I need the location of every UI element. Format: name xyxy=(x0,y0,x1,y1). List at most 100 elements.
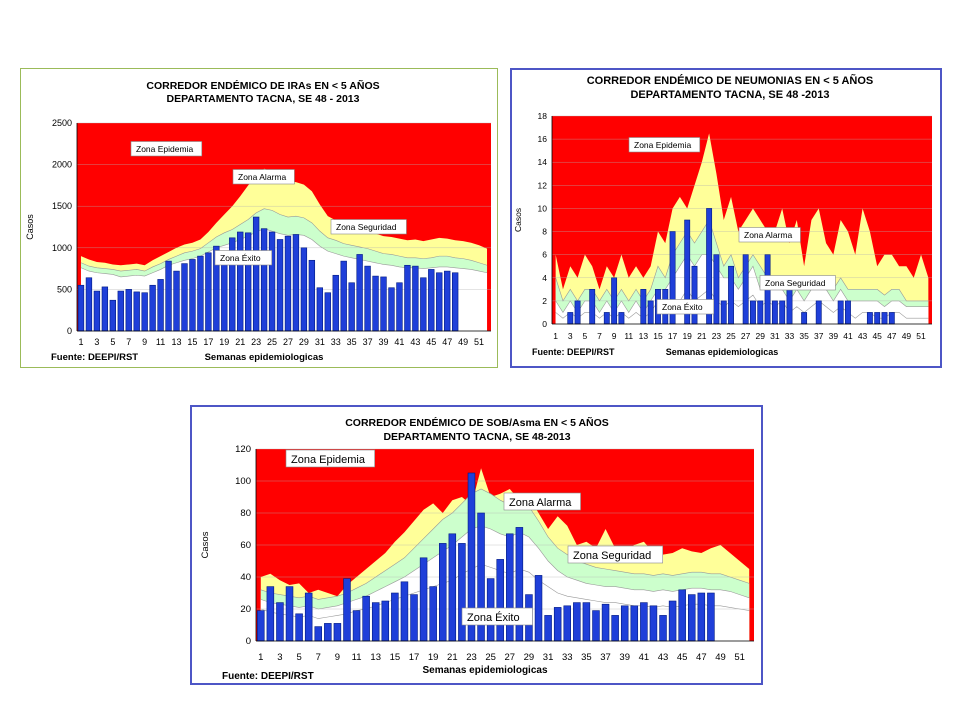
x-tick-label: 15 xyxy=(653,331,663,341)
y-tick-label: 0 xyxy=(542,319,547,329)
bar-week-45 xyxy=(874,312,881,325)
bar-week-11 xyxy=(157,279,164,332)
zone-label-epidemia: Zona Epidemia xyxy=(634,140,691,150)
x-tick-label: 47 xyxy=(887,331,897,341)
x-tick-label: 19 xyxy=(428,652,439,663)
source-note: Fuente: DEEPI/RST xyxy=(51,352,138,363)
x-tick-label: 9 xyxy=(335,652,340,663)
x-tick-label: 47 xyxy=(696,652,707,663)
bar-week-9 xyxy=(611,277,618,325)
bar-week-5 xyxy=(109,299,116,332)
x-tick-label: 51 xyxy=(916,331,926,341)
bar-week-25 xyxy=(268,231,276,332)
bar-week-6 xyxy=(589,289,596,325)
bar-week-30 xyxy=(534,575,543,642)
bar-week-15 xyxy=(189,259,196,332)
bar-week-27 xyxy=(742,254,749,325)
x-tick-label: 33 xyxy=(785,331,795,341)
x-tick-label: 7 xyxy=(316,652,321,663)
bar-week-26 xyxy=(496,559,504,642)
x-tick-label: 29 xyxy=(299,337,309,347)
y-tick-label: 18 xyxy=(538,111,548,121)
bar-week-4 xyxy=(285,586,294,642)
x-tick-label: 13 xyxy=(172,337,182,347)
bar-week-25 xyxy=(728,265,734,325)
x-tick-label: 25 xyxy=(267,337,277,347)
bar-week-19 xyxy=(429,586,437,642)
bar-week-8 xyxy=(324,623,332,642)
bar-week-8 xyxy=(603,312,610,325)
zone-label-alarma: Zona Alarma xyxy=(238,172,286,182)
zone-boundary-line xyxy=(555,219,929,302)
x-tick-label: 39 xyxy=(619,652,630,663)
x-tick-label: 1 xyxy=(78,337,83,347)
x-tick-label: 15 xyxy=(390,652,401,663)
bar-week-8 xyxy=(133,291,140,332)
plot-area xyxy=(552,116,932,324)
chart-title: CORREDOR ENDÉMICO DE NEUMONIAS EN < 5 AÑ… xyxy=(587,74,874,87)
x-tick-label: 49 xyxy=(715,652,726,663)
bar-week-38 xyxy=(372,275,379,332)
bar-week-29 xyxy=(757,300,764,325)
zone-label-box-seguridad xyxy=(759,275,836,291)
chart-iras: CORREDOR ENDÉMICO DE IRAs EN < 5 AÑOSDEP… xyxy=(25,79,491,363)
chart-sob-asma: CORREDOR ENDÉMICO DE SOB/Asma EN < 5 AÑO… xyxy=(200,416,754,682)
bar-week-30 xyxy=(308,259,316,332)
chart-title: CORREDOR ENDÉMICO DE SOB/Asma EN < 5 AÑO… xyxy=(345,416,609,429)
zone-label-box-exito xyxy=(461,607,533,626)
bar-week-32 xyxy=(779,300,786,325)
bar-week-26 xyxy=(276,239,284,332)
zone-label-box-seguridad xyxy=(567,545,663,564)
x-tick-label: 35 xyxy=(799,331,809,341)
zone-boundary-line xyxy=(80,208,488,272)
bar-week-13 xyxy=(371,602,380,642)
bar-week-4 xyxy=(574,300,581,325)
bar-week-31 xyxy=(771,300,778,325)
x-tick-label: 11 xyxy=(624,331,633,341)
bar-week-45 xyxy=(428,269,435,332)
bar-week-18 xyxy=(419,557,428,642)
x-tick-label: 11 xyxy=(156,337,165,347)
x-tick-label: 33 xyxy=(331,337,341,347)
bar-week-43 xyxy=(659,615,667,642)
bar-week-34 xyxy=(573,602,581,642)
x-axis-label: Semanas epidemiologicas xyxy=(205,352,324,363)
x-tick-label: 17 xyxy=(668,331,678,341)
bar-week-9 xyxy=(141,292,148,332)
x-tick-label: 5 xyxy=(583,331,588,341)
bar-week-31 xyxy=(544,615,552,642)
x-tick-label: 37 xyxy=(814,331,824,341)
x-tick-label: 1 xyxy=(553,331,558,341)
bar-week-33 xyxy=(332,274,339,332)
x-tick-label: 23 xyxy=(712,331,722,341)
bar-week-46 xyxy=(436,272,443,332)
x-axis-label: Semanas epidemiologicas xyxy=(422,665,547,676)
bar-week-17 xyxy=(410,594,418,642)
bar-week-11 xyxy=(352,610,361,642)
bar-week-46 xyxy=(688,594,696,642)
bar-week-44 xyxy=(668,600,677,642)
x-tick-label: 31 xyxy=(543,652,554,663)
y-tick-label: 20 xyxy=(240,604,251,615)
x-tick-label: 13 xyxy=(639,331,649,341)
bar-week-7 xyxy=(125,289,132,332)
x-tick-label: 9 xyxy=(612,331,617,341)
x-tick-label: 7 xyxy=(126,337,131,347)
zone-boundary-line xyxy=(260,525,750,610)
bar-week-44 xyxy=(866,312,873,325)
zone-label-box-exito xyxy=(656,299,715,315)
zone-label-exito: Zona Éxito xyxy=(467,611,520,624)
x-axis-label: Semanas epidemiologicas xyxy=(666,347,779,357)
bar-week-48 xyxy=(452,272,459,332)
zone-label-exito: Zona Éxito xyxy=(662,302,703,312)
chart-panel-iras: CORREDOR ENDÉMICO DE IRAs EN < 5 AÑOS DEP… xyxy=(20,68,498,368)
x-tick-label: 29 xyxy=(524,652,535,663)
y-axis-label: Casos xyxy=(513,208,523,232)
zone-label-epidemia: Zona Epidemia xyxy=(291,454,366,466)
bar-week-15 xyxy=(391,592,399,642)
x-tick-label: 17 xyxy=(203,337,213,347)
x-tick-label: 11 xyxy=(352,652,362,663)
bar-week-46 xyxy=(881,312,888,325)
x-tick-label: 17 xyxy=(409,652,420,663)
zone-label-alarma: Zona Alarma xyxy=(744,230,792,240)
